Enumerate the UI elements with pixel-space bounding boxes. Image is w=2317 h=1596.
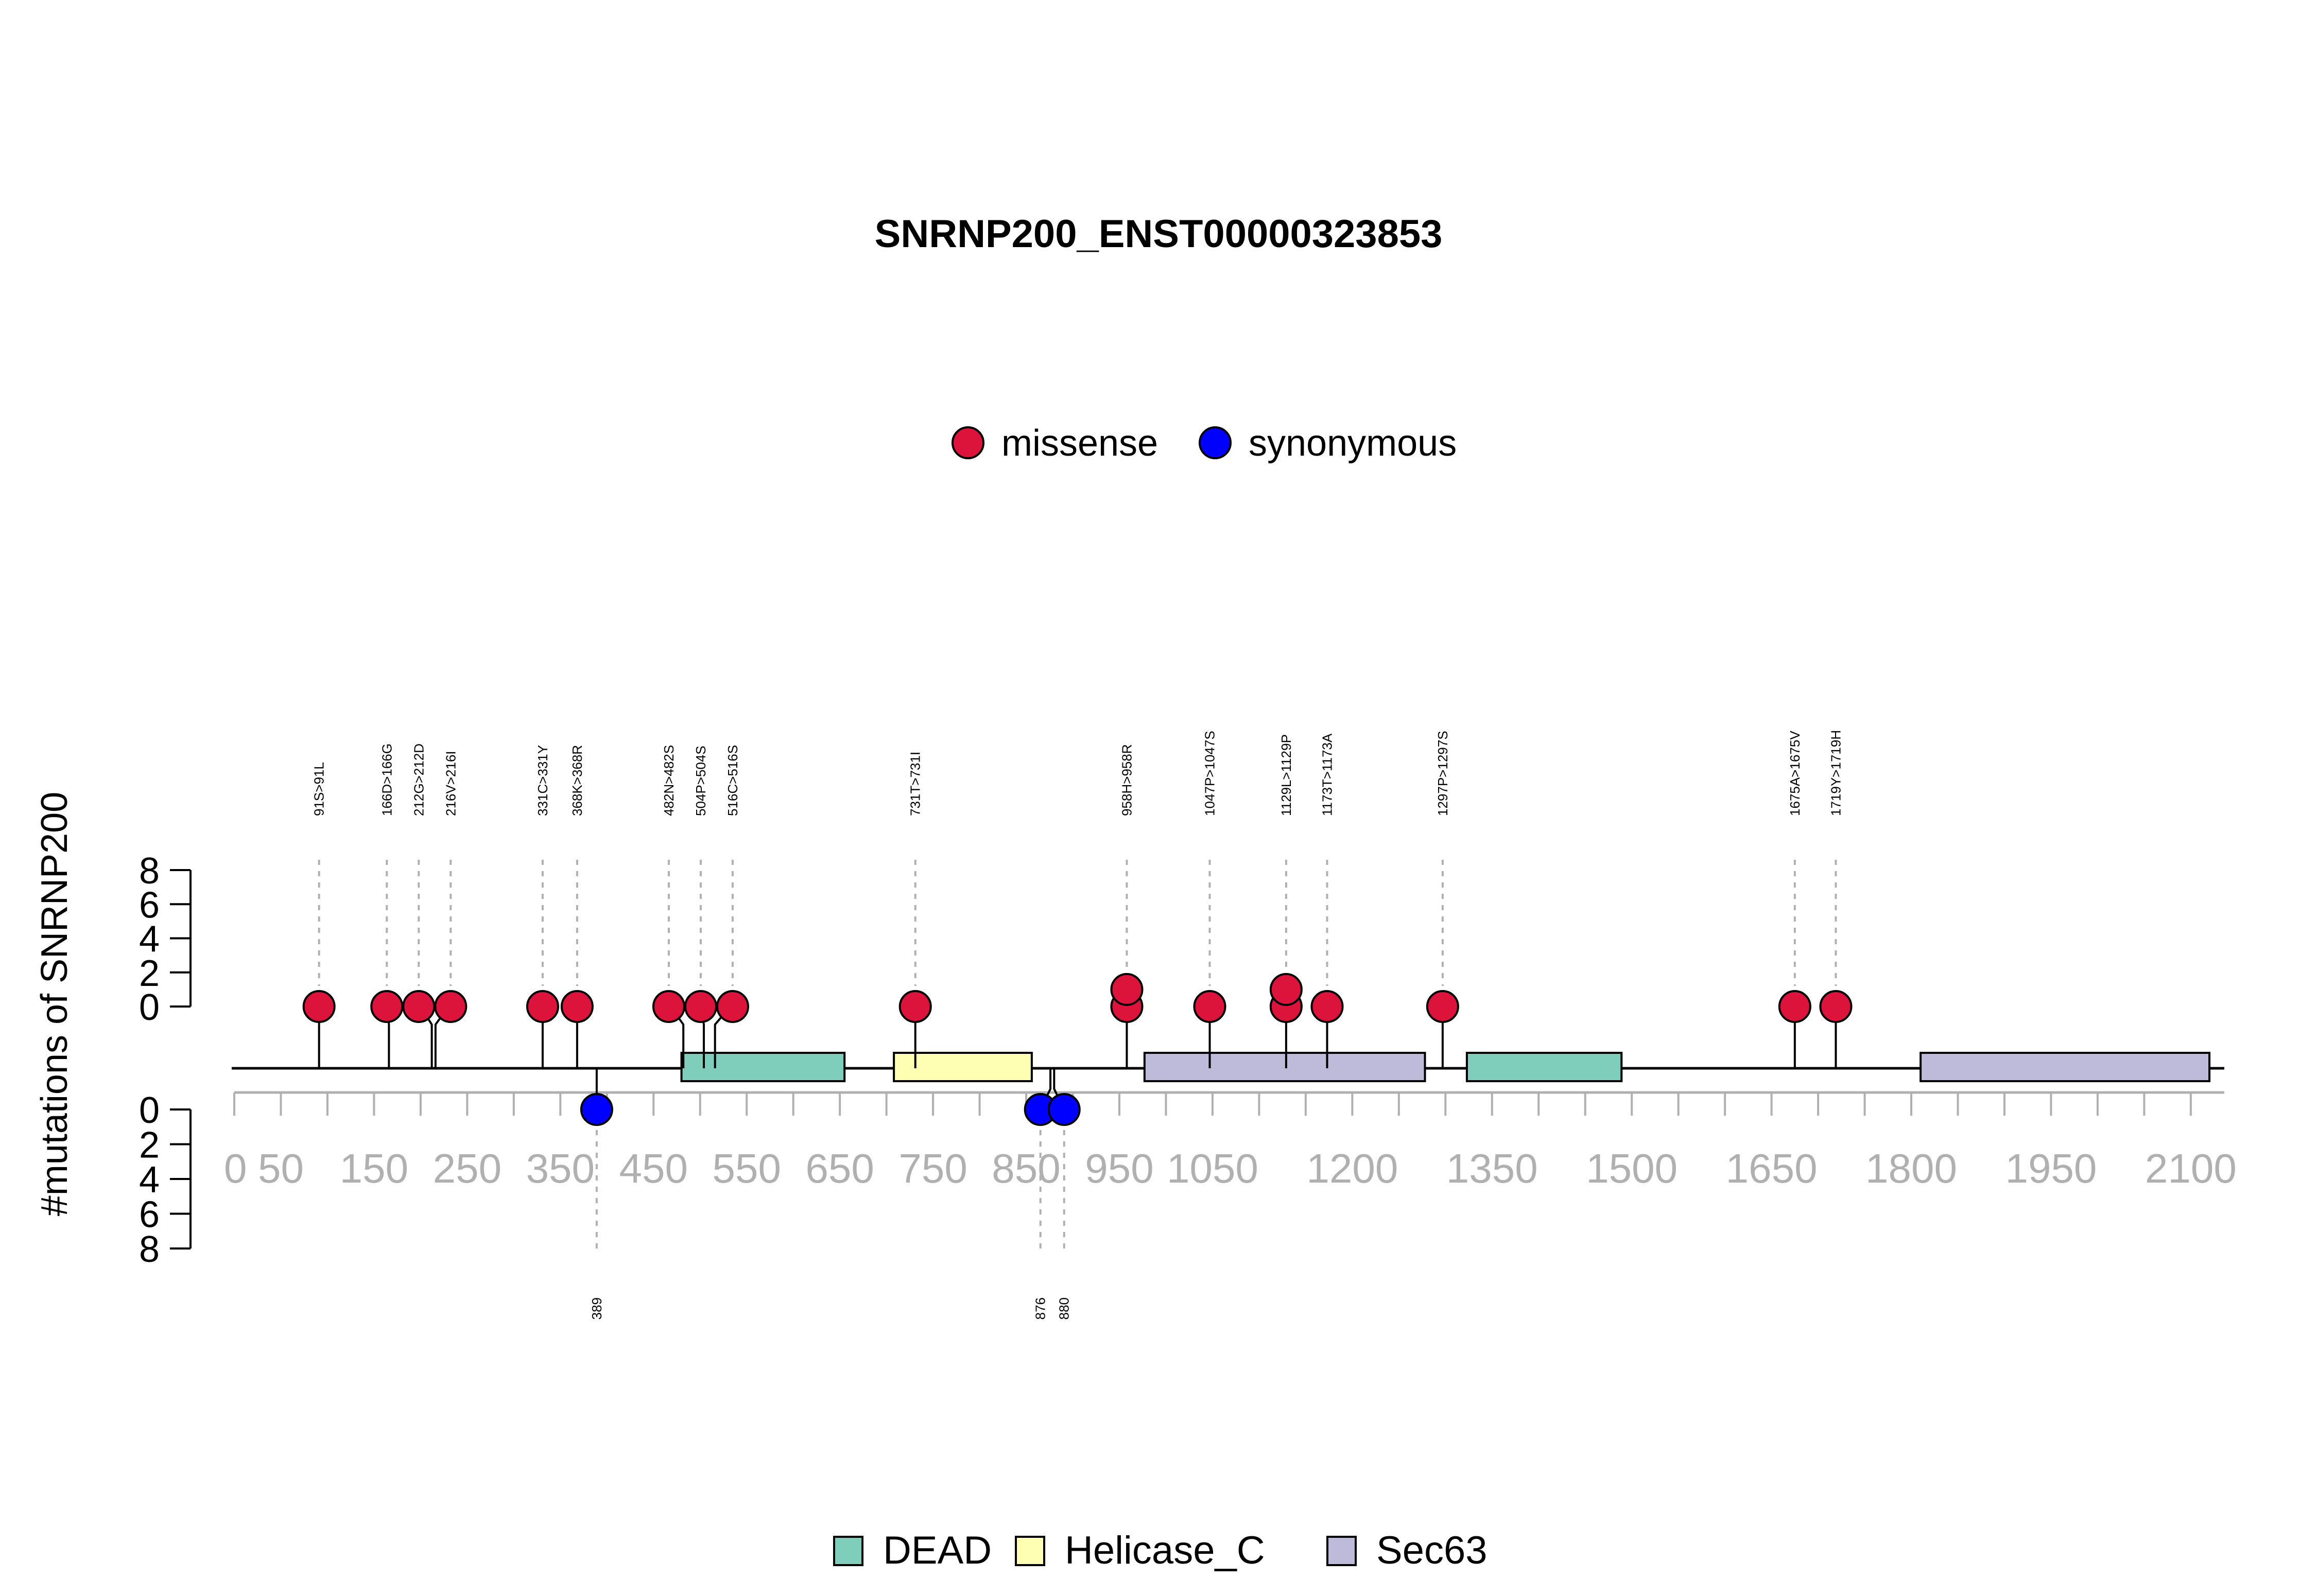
lollipop-head-missense: [402, 990, 436, 1023]
mutation-label: 212G>212D: [411, 743, 426, 816]
y-bottom-tick-label: 2: [139, 1125, 160, 1166]
lollipop-head-missense: [716, 990, 749, 1023]
lollipop-head-missense: [1269, 973, 1303, 1006]
x-tick-label: 550: [712, 1146, 781, 1191]
y-bottom-tick-label: 0: [139, 1090, 160, 1131]
mutation-label: 91S>91L: [312, 762, 327, 816]
legend-label-Helicase_C: Helicase_C: [1065, 1529, 1265, 1572]
lollipop-head-missense: [526, 990, 559, 1023]
mutation-label: 1129L>1129P: [1278, 734, 1294, 816]
y-top-tick-label: 6: [139, 884, 160, 926]
domain-legend: DEAD Helicase_C Sec63: [833, 1529, 1488, 1572]
x-tick-label: 150: [340, 1146, 408, 1191]
legend-label-synonymous: synonymous: [1249, 423, 1457, 464]
mutation-label: 1675A>1675V: [1787, 731, 1803, 816]
domain-DEAD: [1465, 1052, 1623, 1082]
x-tick-label: 250: [433, 1146, 502, 1191]
y-axis-label: #mutations of SNRNP200: [34, 792, 75, 1216]
mutation-label: 504P>504S: [693, 745, 708, 816]
mutation-label: 880: [1057, 1297, 1072, 1320]
legend-label-missense: missense: [1001, 423, 1158, 464]
domain-Helicase_C: [893, 1052, 1033, 1082]
domain-Sec63: [1143, 1052, 1426, 1082]
mutation-label: 876: [1033, 1297, 1048, 1320]
mutation-label: 1047P>1047S: [1202, 731, 1218, 816]
mutation-label: 516C>516S: [725, 745, 740, 816]
lollipop-head-missense: [434, 990, 468, 1023]
mutation-legend: missense synonymous: [952, 423, 1457, 464]
y-top-tick-label: 0: [139, 987, 160, 1028]
lollipop-head-missense: [1819, 990, 1853, 1023]
mutation-label: 1297P>1297S: [1435, 731, 1450, 816]
legend-label-Sec63: Sec63: [1376, 1529, 1488, 1572]
y-top-tick-label: 4: [139, 919, 160, 960]
x-tick-label: 350: [526, 1146, 595, 1191]
x-tick-label: 2100: [2145, 1146, 2237, 1191]
mutation-label: 389: [589, 1297, 604, 1320]
mutation-label: 1719Y>1719H: [1828, 730, 1843, 816]
y-bottom-tick-label: 8: [139, 1229, 160, 1270]
domain-DEAD: [680, 1052, 846, 1082]
lollipop-head-missense: [1193, 990, 1226, 1023]
x-tick-label: 1200: [1306, 1146, 1398, 1191]
y-bottom-tick-label: 6: [139, 1194, 160, 1236]
x-tick-label: 1050: [1167, 1146, 1258, 1191]
lollipop-head-missense: [302, 990, 336, 1023]
lollipop-head-missense: [1310, 990, 1344, 1023]
domain-Sec63: [1920, 1052, 2211, 1082]
lollipop-head-missense: [1426, 990, 1459, 1023]
mutation-label: 731T>731I: [908, 752, 923, 816]
x-tick-label: 1350: [1446, 1146, 1538, 1191]
chart-title: SNRNP200_ENST00000323853: [875, 212, 1443, 256]
x-tick-label: 0: [224, 1146, 247, 1191]
legend-swatch-Sec63: [1326, 1536, 1357, 1566]
domain-boxes: [680, 1052, 2211, 1082]
lollipop-head-missense: [370, 990, 404, 1023]
x-tick-label: 50: [258, 1146, 304, 1191]
x-tick-label: 850: [992, 1146, 1060, 1191]
x-tick-label: 750: [898, 1146, 967, 1191]
mutation-label: 958H>958R: [1119, 744, 1134, 817]
lollipop-head-missense: [652, 990, 685, 1023]
lollipop-head-missense: [898, 990, 932, 1023]
y-top-tick-label: 2: [139, 953, 160, 994]
legend-marker-synonymous: [1199, 426, 1232, 459]
lollipops-bottom: 389 876 880: [580, 1068, 1081, 1320]
legend-swatch-Helicase_C: [1015, 1536, 1045, 1566]
y-top-tick-label: 8: [139, 851, 160, 892]
lollipop-head-synonymous: [580, 1093, 613, 1126]
x-tick-label: 950: [1085, 1146, 1153, 1191]
position-axis: 0 50 150 250 350 450 550 650 750 850 950 1050 1200 13…: [224, 1091, 2237, 1191]
lollipops-top: 91S>91L 166D>166G 212G>212D 216V>216I 331C>3…: [302, 730, 1853, 1068]
lollipop-head-missense: [1778, 990, 1811, 1023]
x-tick-label: 1650: [1726, 1146, 1818, 1191]
x-tick-label: 1500: [1586, 1146, 1678, 1191]
x-tick-label: 450: [619, 1146, 688, 1191]
mutation-label: 331C>331Y: [535, 745, 550, 816]
x-tick-label: 1950: [2005, 1146, 2097, 1191]
legend-swatch-DEAD: [833, 1536, 863, 1566]
mutation-label: 368K>368R: [569, 745, 585, 816]
lollipop-head-missense: [1110, 973, 1144, 1006]
mutation-label: 216V>216I: [443, 751, 458, 816]
mutation-label: 482N>482S: [661, 745, 677, 816]
lollipop-head-synonymous: [1047, 1093, 1081, 1126]
mutation-label: 1173T>1173A: [1319, 733, 1335, 816]
x-tick-label: 650: [805, 1146, 874, 1191]
y-bottom-tick-label: 4: [139, 1159, 160, 1201]
legend-marker-missense: [952, 426, 984, 459]
legend-label-DEAD: DEAD: [883, 1529, 992, 1572]
mutation-label: 166D>166G: [379, 743, 394, 816]
lollipop-head-missense: [684, 990, 717, 1023]
lollipop-head-missense: [560, 990, 594, 1023]
x-tick-label: 1800: [1865, 1146, 1957, 1191]
